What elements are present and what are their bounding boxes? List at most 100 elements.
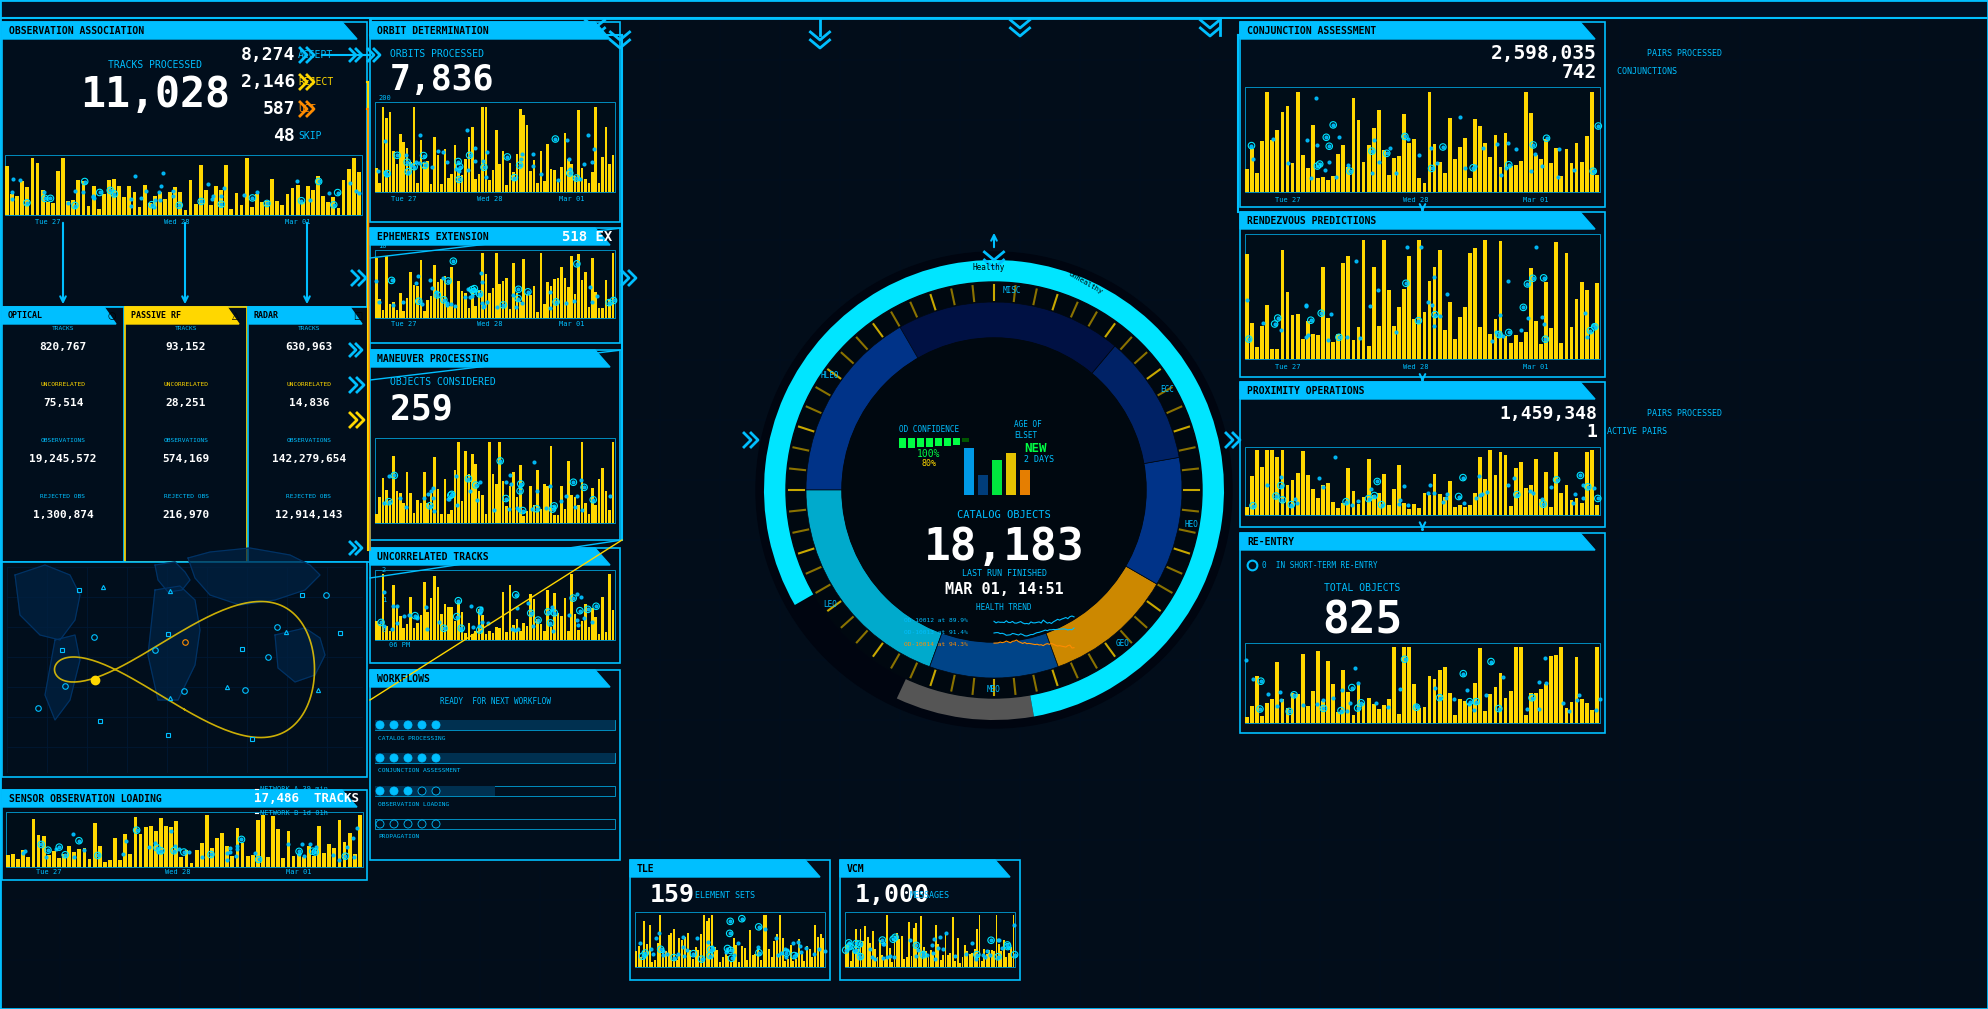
Point [1233,331,1264,347]
Bar [312,857,316,867]
Point [237,190,268,206]
Point [1459,157,1491,174]
Text: PAIRS PROCESSED: PAIRS PROCESSED [1596,410,1722,419]
Point [1565,467,1596,483]
Bar [738,962,740,967]
Bar [485,515,487,523]
Bar [543,305,545,318]
Point [1306,305,1338,321]
Point [1320,449,1352,465]
Point [626,948,658,965]
Bar [509,162,511,192]
Text: OD-10012 at 89.9%: OD-10012 at 89.9% [905,618,968,623]
Bar [529,485,533,523]
Text: 825: 825 [1322,599,1404,643]
Point [427,292,459,308]
Point [630,945,662,962]
Point [829,942,861,959]
Point [545,492,577,509]
Point [1489,159,1521,176]
Bar [1316,651,1320,723]
Text: MANEUVER PROCESSING: MANEUVER PROCESSING [378,354,489,364]
Point [1237,137,1268,153]
Bar [1241,533,1604,733]
Text: 0  IN SHORT-TERM RE-ENTRY: 0 IN SHORT-TERM RE-ENTRY [1262,561,1378,569]
Point [1513,310,1545,326]
Bar [1525,488,1527,515]
Text: 1,459,348: 1,459,348 [1499,405,1596,423]
Point [439,299,471,315]
Point [918,931,950,947]
Bar [767,949,769,967]
Bar [386,627,388,640]
Point [34,191,66,207]
Point [455,289,487,305]
Point [1421,154,1453,171]
Bar [22,851,26,867]
Point [686,951,718,968]
Point [1419,307,1451,323]
Bar [716,949,718,967]
Point [1330,493,1362,510]
Text: 18,183: 18,183 [924,527,1083,569]
Bar [795,959,797,967]
Bar [392,456,396,523]
Point [433,491,465,508]
Bar [1443,173,1447,192]
Point [489,490,521,507]
Bar [652,963,654,967]
Point [282,173,314,189]
Bar [543,632,545,640]
Bar [1580,502,1584,515]
Bar [598,308,600,318]
Bar [471,289,473,318]
Bar [1260,467,1264,515]
Text: SSN 7h 04m: SSN 7h 04m [260,798,302,804]
Point [1306,691,1338,707]
Point [133,839,165,856]
Point [1380,164,1411,181]
Bar [714,946,716,967]
Bar [553,593,557,640]
Text: 742: 742 [1563,63,1596,82]
Point [1561,692,1592,708]
Point [243,852,274,868]
Point [8,846,40,862]
Bar [509,309,511,318]
Bar [127,186,131,215]
Text: OBJECTS CONSIDERED: OBJECTS CONSIDERED [390,377,495,387]
Point [336,829,368,846]
Bar [1489,334,1493,359]
Point [402,609,433,626]
Point [491,149,523,165]
Point [1308,700,1340,716]
Point [125,190,157,206]
Point [1306,305,1338,321]
Point [1264,683,1296,699]
Bar [402,503,406,523]
Text: ELEMENT SETS: ELEMENT SETS [696,891,755,899]
Bar [66,202,70,215]
Point [533,603,565,620]
Point [1527,496,1559,513]
Text: OBSERVATIONS: OBSERVATIONS [163,439,209,444]
Point [1390,651,1421,667]
Bar [513,625,515,640]
Point [771,945,803,962]
Text: MAR 01, 14:51: MAR 01, 14:51 [944,582,1064,597]
Circle shape [755,252,1233,728]
Point [121,822,153,838]
Point [1431,485,1463,501]
Point [555,160,586,177]
Text: 216,970: 216,970 [163,510,209,520]
Point [431,298,463,314]
Bar [423,472,425,523]
Text: Tue 27: Tue 27 [36,219,60,225]
Bar [612,609,614,640]
Bar [1270,140,1274,192]
Bar [1539,689,1543,723]
Bar [499,285,501,318]
Text: Mar 01: Mar 01 [284,219,310,225]
Bar [1316,179,1320,192]
Text: OD CONFIDENCE: OD CONFIDENCE [899,426,958,435]
